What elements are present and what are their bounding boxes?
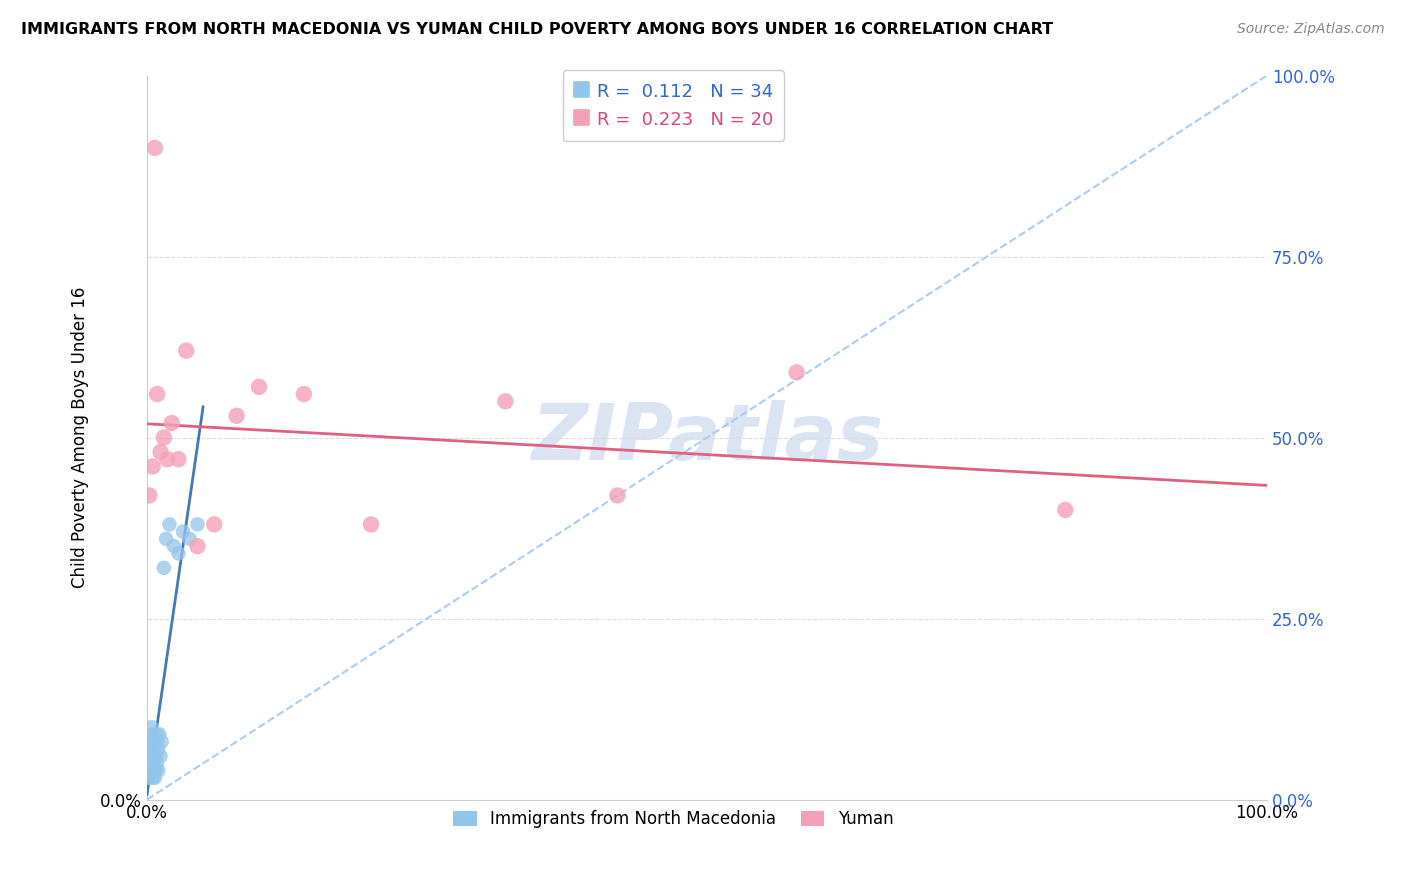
Point [186, 517, 208, 532]
Point [142, 749, 165, 764]
Point [1054, 503, 1077, 517]
Point [156, 452, 179, 467]
Point [153, 430, 176, 444]
Point [142, 756, 165, 771]
Point [202, 517, 225, 532]
Point [247, 380, 270, 394]
Point [153, 561, 176, 575]
Point [148, 742, 170, 756]
Point [142, 742, 165, 756]
Point [143, 749, 166, 764]
Point [141, 742, 163, 756]
Point [143, 771, 166, 785]
Point [143, 141, 166, 155]
Point [142, 764, 165, 778]
Point [146, 756, 169, 771]
Point [174, 343, 197, 358]
Point [163, 539, 186, 553]
Point [167, 546, 190, 560]
Point [142, 771, 165, 785]
Point [141, 720, 163, 734]
Point [145, 749, 167, 764]
Point [146, 387, 169, 401]
Point [786, 365, 808, 379]
Point [225, 409, 247, 423]
Point [142, 459, 165, 474]
Legend: Immigrants from North Macedonia, Yuman: Immigrants from North Macedonia, Yuman [447, 804, 900, 835]
Point [167, 452, 190, 467]
Point [145, 764, 167, 778]
Point [360, 517, 382, 532]
Point [138, 771, 160, 785]
Point [146, 734, 169, 748]
Point [160, 416, 183, 430]
Point [138, 488, 160, 502]
Point [141, 764, 163, 778]
Point [606, 488, 628, 502]
Point [142, 734, 165, 748]
Point [149, 749, 172, 764]
Point [155, 532, 177, 546]
Point [292, 387, 315, 401]
Text: ZIPatlas: ZIPatlas [531, 400, 883, 475]
Point [149, 445, 172, 459]
Point [159, 517, 181, 532]
Point [139, 734, 162, 748]
Point [179, 532, 201, 546]
Point [148, 727, 170, 741]
Point [186, 539, 208, 553]
Point [142, 727, 165, 741]
Y-axis label: Child Poverty Among Boys Under 16: Child Poverty Among Boys Under 16 [72, 287, 89, 588]
Point [139, 756, 162, 771]
Point [150, 734, 173, 748]
Text: Source: ZipAtlas.com: Source: ZipAtlas.com [1237, 22, 1385, 37]
Point [145, 727, 167, 741]
Point [143, 734, 166, 748]
Point [172, 524, 194, 539]
Text: IMMIGRANTS FROM NORTH MACEDONIA VS YUMAN CHILD POVERTY AMONG BOYS UNDER 16 CORRE: IMMIGRANTS FROM NORTH MACEDONIA VS YUMAN… [21, 22, 1053, 37]
Point [148, 764, 170, 778]
Point [494, 394, 516, 409]
